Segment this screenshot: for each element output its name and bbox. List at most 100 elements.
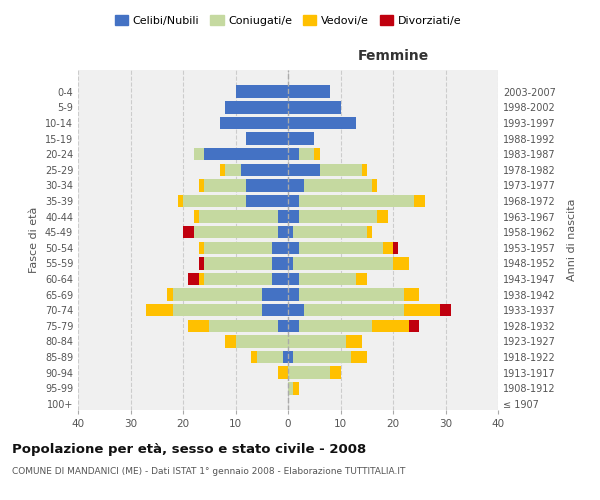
Bar <box>288 148 299 160</box>
Bar <box>204 148 288 160</box>
Bar <box>288 116 356 129</box>
Bar <box>288 86 330 98</box>
Bar <box>288 194 414 207</box>
Bar <box>288 101 341 114</box>
Bar <box>204 273 288 285</box>
Bar <box>288 304 404 316</box>
Bar <box>288 257 293 270</box>
Bar <box>199 273 288 285</box>
Bar <box>209 320 288 332</box>
Bar <box>220 164 288 176</box>
Bar <box>277 210 288 223</box>
Bar <box>288 273 356 285</box>
Bar <box>288 179 372 192</box>
Bar <box>288 288 404 301</box>
Bar <box>288 257 409 270</box>
Bar <box>183 194 288 207</box>
Bar <box>183 226 288 238</box>
Bar <box>288 351 367 364</box>
Bar <box>288 366 330 379</box>
Bar <box>272 242 288 254</box>
Bar <box>288 257 393 270</box>
Bar <box>251 351 288 364</box>
Bar <box>193 226 288 238</box>
Bar <box>288 226 372 238</box>
Bar <box>288 164 367 176</box>
Bar <box>288 273 367 285</box>
Bar <box>235 335 288 347</box>
Bar <box>288 304 440 316</box>
Bar <box>288 320 419 332</box>
Bar <box>272 273 288 285</box>
Text: Popolazione per età, sesso e stato civile - 2008: Popolazione per età, sesso e stato civil… <box>12 442 366 456</box>
Bar <box>199 242 288 254</box>
Bar <box>199 179 288 192</box>
Bar <box>288 242 383 254</box>
Bar <box>199 210 288 223</box>
Bar <box>288 164 320 176</box>
Bar <box>235 86 288 98</box>
Bar <box>288 164 361 176</box>
Bar <box>288 148 314 160</box>
Bar <box>288 194 299 207</box>
Bar <box>288 351 293 364</box>
Bar <box>277 226 288 238</box>
Bar <box>288 179 304 192</box>
Bar <box>288 382 299 394</box>
Bar <box>288 194 425 207</box>
Bar <box>262 288 288 301</box>
Bar <box>204 179 288 192</box>
Bar <box>288 382 293 394</box>
Bar <box>272 257 288 270</box>
Bar <box>288 288 299 301</box>
Bar <box>173 288 288 301</box>
Bar <box>288 226 367 238</box>
Bar <box>288 179 377 192</box>
Bar <box>173 304 288 316</box>
Bar <box>193 210 288 223</box>
Bar <box>246 132 288 145</box>
Bar <box>288 242 299 254</box>
Bar <box>225 101 288 114</box>
Bar <box>288 210 377 223</box>
Bar <box>288 366 341 379</box>
Bar <box>283 351 288 364</box>
Bar <box>288 288 419 301</box>
Bar <box>288 210 388 223</box>
Bar <box>146 304 288 316</box>
Bar <box>257 351 288 364</box>
Bar <box>288 242 398 254</box>
Bar <box>288 210 299 223</box>
Bar <box>288 320 299 332</box>
Bar <box>167 288 288 301</box>
Legend: Celibi/Nubili, Coniugati/e, Vedovi/e, Divorziati/e: Celibi/Nubili, Coniugati/e, Vedovi/e, Di… <box>110 10 466 30</box>
Bar <box>220 116 288 129</box>
Bar <box>277 320 288 332</box>
Bar <box>288 320 372 332</box>
Bar <box>246 194 288 207</box>
Bar <box>188 273 288 285</box>
Bar <box>204 242 288 254</box>
Bar <box>178 194 288 207</box>
Y-axis label: Anni di nascita: Anni di nascita <box>567 198 577 281</box>
Bar <box>225 164 288 176</box>
Bar <box>204 257 288 270</box>
Bar <box>193 148 288 160</box>
Bar <box>288 304 451 316</box>
Bar <box>199 257 288 270</box>
Text: COMUNE DI MANDANICI (ME) - Dati ISTAT 1° gennaio 2008 - Elaborazione TUTTITALIA.: COMUNE DI MANDANICI (ME) - Dati ISTAT 1°… <box>12 468 406 476</box>
Bar <box>288 242 393 254</box>
Bar <box>225 335 288 347</box>
Bar <box>288 132 314 145</box>
Bar <box>288 273 299 285</box>
Bar <box>288 226 293 238</box>
Bar <box>277 366 288 379</box>
Bar <box>288 335 346 347</box>
Bar <box>246 179 288 192</box>
Y-axis label: Fasce di età: Fasce di età <box>29 207 39 273</box>
Bar <box>188 320 288 332</box>
Bar <box>288 320 409 332</box>
Bar <box>288 335 361 347</box>
Bar <box>288 304 304 316</box>
Bar <box>262 304 288 316</box>
